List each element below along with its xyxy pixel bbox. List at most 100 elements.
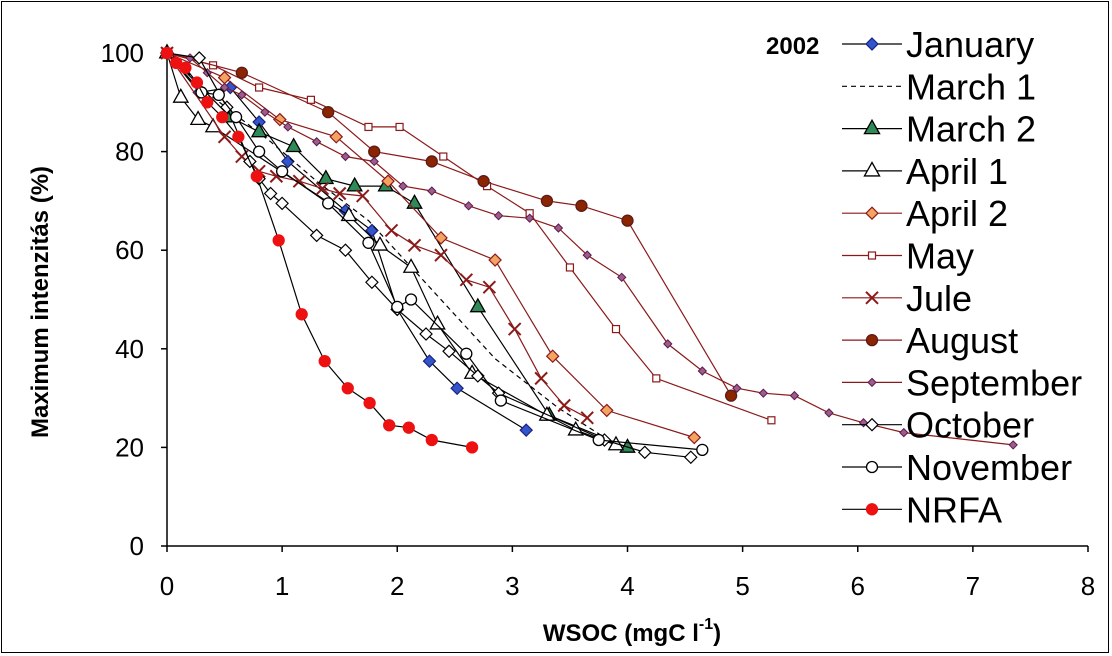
data-point bbox=[434, 231, 448, 245]
data-point bbox=[540, 194, 554, 208]
data-point bbox=[252, 145, 266, 158]
data-point bbox=[459, 273, 474, 287]
x-axis-title-main: WSOC (mgC l bbox=[543, 620, 699, 647]
series-april-2 bbox=[160, 46, 702, 445]
x-axis-title-sup: -1 bbox=[699, 616, 713, 633]
data-point bbox=[365, 223, 379, 238]
data-point bbox=[338, 243, 353, 258]
data-point bbox=[575, 199, 588, 212]
data-point bbox=[524, 213, 535, 223]
series-line bbox=[166, 52, 695, 439]
data-point bbox=[865, 37, 879, 51]
data-point bbox=[384, 223, 399, 238]
series-line bbox=[166, 52, 703, 451]
data-point bbox=[189, 110, 207, 126]
data-point bbox=[292, 174, 307, 188]
data-point bbox=[652, 374, 661, 383]
data-point bbox=[255, 83, 264, 92]
data-point bbox=[617, 272, 627, 283]
data-point bbox=[402, 421, 415, 434]
data-point bbox=[309, 228, 324, 243]
y-tick-label: 80 bbox=[115, 137, 144, 167]
data-point bbox=[732, 383, 742, 393]
x-tick-label: 5 bbox=[735, 571, 749, 601]
data-point bbox=[317, 169, 335, 185]
data-point bbox=[637, 445, 652, 460]
data-point bbox=[217, 130, 232, 144]
data-point bbox=[494, 394, 508, 407]
data-point bbox=[758, 388, 769, 398]
data-point bbox=[419, 327, 433, 341]
data-point bbox=[824, 408, 834, 418]
legend-item: Jule bbox=[842, 278, 972, 319]
data-point bbox=[407, 238, 422, 252]
legend-label: March 2 bbox=[906, 109, 1036, 150]
data-point bbox=[201, 96, 214, 109]
y-tick-label: 100 bbox=[101, 38, 144, 68]
x-tick-label: 1 bbox=[275, 571, 289, 601]
data-point bbox=[434, 248, 448, 262]
data-point bbox=[465, 441, 479, 454]
data-point bbox=[477, 175, 490, 188]
x-tick-label: 7 bbox=[966, 571, 980, 601]
data-point bbox=[493, 210, 504, 221]
data-point bbox=[369, 156, 379, 167]
y-tick-label: 0 bbox=[130, 531, 144, 561]
legend-label: Jule bbox=[906, 278, 972, 319]
data-point bbox=[272, 234, 285, 247]
data-point bbox=[322, 197, 335, 210]
data-point bbox=[346, 176, 363, 192]
legend-label: April 2 bbox=[906, 193, 1008, 234]
data-point bbox=[340, 151, 351, 162]
data-point bbox=[216, 110, 229, 124]
series-line bbox=[166, 52, 1014, 446]
data-point bbox=[285, 137, 302, 153]
data-point bbox=[368, 145, 381, 158]
legend-label: April 1 bbox=[906, 151, 1008, 192]
legend-item: August bbox=[842, 320, 1018, 361]
data-point bbox=[318, 354, 331, 368]
data-point bbox=[356, 189, 370, 203]
series-september bbox=[162, 48, 1018, 450]
series-line bbox=[166, 52, 732, 396]
data-point bbox=[219, 82, 230, 93]
legend-item: September bbox=[842, 362, 1082, 403]
legend-item: March 1 bbox=[842, 66, 1036, 107]
data-point bbox=[402, 258, 420, 273]
data-point bbox=[789, 390, 800, 401]
series-line bbox=[166, 52, 605, 439]
legend-label: November bbox=[906, 447, 1072, 488]
data-point bbox=[427, 186, 437, 196]
data-point bbox=[460, 347, 473, 360]
data-point bbox=[442, 344, 456, 359]
series-line bbox=[166, 52, 691, 458]
x-tick-label: 3 bbox=[505, 571, 519, 601]
data-point bbox=[340, 206, 358, 222]
data-point bbox=[263, 186, 278, 201]
legend-item: January bbox=[842, 24, 1034, 65]
data-point bbox=[362, 236, 375, 249]
data-point bbox=[160, 46, 174, 60]
x-axis-title: WSOC (mgC l-1) bbox=[543, 616, 721, 647]
data-point bbox=[599, 403, 614, 418]
data-point bbox=[341, 382, 354, 395]
legend-label: October bbox=[906, 405, 1034, 446]
data-point bbox=[275, 165, 289, 178]
data-point bbox=[439, 152, 448, 161]
data-point bbox=[172, 88, 190, 103]
data-point bbox=[260, 107, 270, 117]
data-point bbox=[332, 186, 347, 201]
data-point bbox=[250, 122, 268, 138]
data-point bbox=[553, 223, 564, 233]
data-point bbox=[192, 51, 207, 65]
data-point bbox=[1008, 440, 1018, 450]
x-tick-label: 4 bbox=[620, 571, 634, 601]
data-point bbox=[482, 280, 497, 294]
legend-item: April 2 bbox=[842, 193, 1008, 234]
data-point bbox=[250, 170, 263, 183]
year-label: 2002 bbox=[766, 33, 819, 60]
data-point bbox=[592, 433, 605, 447]
data-point bbox=[582, 250, 592, 260]
